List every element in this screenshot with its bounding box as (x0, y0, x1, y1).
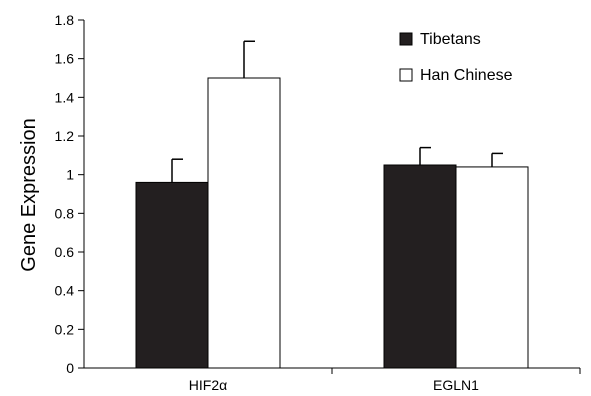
y-tick-label: 1.8 (55, 12, 75, 28)
bar (207, 77, 281, 369)
y-tick-label: 1.2 (55, 128, 75, 144)
y-tick-label: 1.4 (55, 89, 75, 105)
legend-swatch (399, 32, 413, 46)
y-tick-label: 1.6 (55, 51, 75, 67)
bar (135, 181, 209, 369)
y-tick-label: 0.8 (55, 205, 75, 221)
x-axis-categories: HIF2α EGLN1 (189, 368, 581, 393)
y-tick-label: 0.4 (55, 283, 75, 299)
y-tick-label: 0.6 (55, 244, 75, 260)
y-axis-label: Gene Expression (18, 118, 40, 271)
legend: Tibetans Han Chinese (399, 31, 513, 84)
legend-swatch (399, 68, 413, 82)
x-category-label: HIF2α (189, 377, 227, 393)
bar (383, 164, 457, 369)
bar (455, 166, 529, 369)
bars (135, 77, 529, 369)
y-tick-label: 0.2 (55, 321, 75, 337)
y-tick-label: 0 (66, 360, 74, 376)
x-category-label: EGLN1 (433, 377, 479, 393)
error-bars (171, 40, 503, 183)
legend-label: Tibetans (420, 31, 481, 48)
legend-label: Han Chinese (420, 67, 513, 84)
y-axis-ticks: 0 0.2 0.4 0.6 0.8 1 1.2 1.4 1.6 1.8 (55, 12, 84, 376)
y-tick-label: 1 (66, 167, 74, 183)
